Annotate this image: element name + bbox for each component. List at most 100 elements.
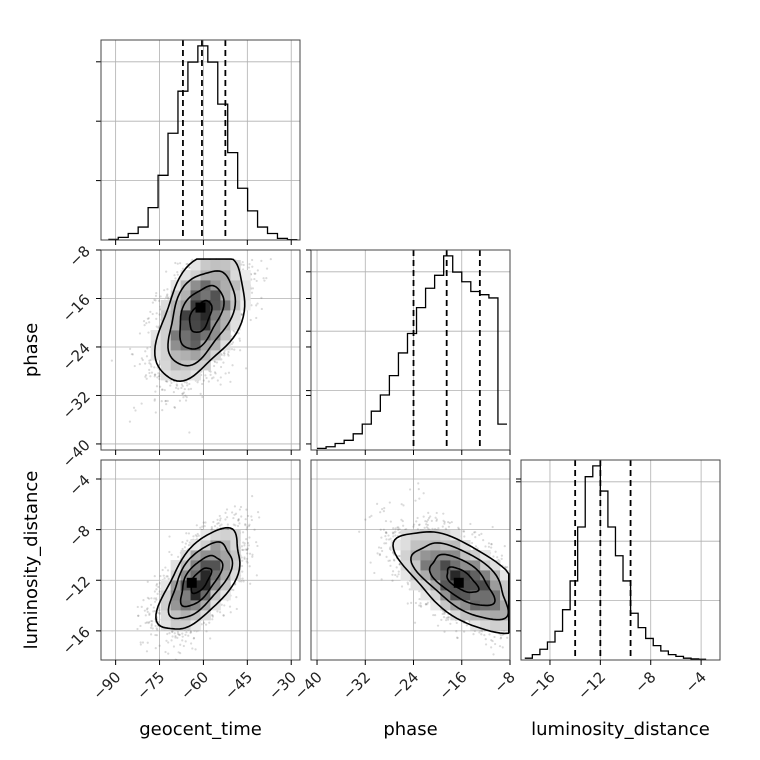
density-bin <box>170 370 181 381</box>
sample-point <box>146 610 149 613</box>
sample-point <box>202 379 205 382</box>
sample-point <box>211 615 214 618</box>
sample-point <box>139 624 142 628</box>
density-bin <box>170 350 181 361</box>
sample-point <box>269 258 272 261</box>
sample-point <box>258 516 261 519</box>
sample-point <box>158 377 161 381</box>
sample-point <box>146 596 149 599</box>
sample-point <box>243 542 246 545</box>
sample-point <box>224 372 227 375</box>
density-bin <box>150 350 162 361</box>
sample-point <box>155 312 158 315</box>
sample-point <box>233 513 236 516</box>
sample-point <box>150 619 153 623</box>
sample-point <box>199 526 202 529</box>
sample-point <box>219 376 222 379</box>
density-bin <box>210 310 221 321</box>
sample-point <box>248 552 252 555</box>
sample-point <box>149 310 152 313</box>
sample-point <box>166 293 169 296</box>
sample-point <box>155 588 158 591</box>
sample-point <box>187 266 191 269</box>
sample-point <box>218 519 222 522</box>
sample-point <box>241 531 245 534</box>
sample-point <box>158 590 161 593</box>
sample-point <box>151 620 154 623</box>
sample-point <box>227 350 230 354</box>
sample-point <box>238 337 241 340</box>
sample-point <box>173 632 176 635</box>
sample-point <box>237 332 240 335</box>
sample-point <box>244 518 247 521</box>
sample-point <box>260 259 263 262</box>
sample-point <box>220 603 223 606</box>
sample-point <box>255 316 258 320</box>
sample-point <box>235 607 238 611</box>
sample-point <box>150 365 153 368</box>
sample-point <box>130 353 133 356</box>
sample-point <box>147 331 150 334</box>
sample-point <box>186 539 189 542</box>
sample-point <box>144 614 147 617</box>
sample-point <box>179 652 182 655</box>
sample-point <box>253 528 256 531</box>
sample-point <box>155 584 158 587</box>
sample-point <box>163 388 166 392</box>
sample-point <box>145 650 149 653</box>
sample-point <box>189 387 193 391</box>
sample-point <box>144 374 148 377</box>
sample-point <box>170 553 173 556</box>
sample-point <box>255 541 258 544</box>
sample-point <box>255 574 258 577</box>
sample-point <box>148 620 151 624</box>
sample-point <box>196 381 199 384</box>
density-bin <box>170 360 181 371</box>
sample-point <box>181 392 184 395</box>
sample-point <box>210 377 214 380</box>
sample-point <box>238 508 242 511</box>
sample-point <box>242 541 245 544</box>
density-bin <box>190 370 201 381</box>
sample-point <box>223 354 226 357</box>
sample-point <box>134 667 136 669</box>
sample-point <box>226 353 230 356</box>
sample-point <box>152 606 155 609</box>
sample-point <box>166 399 169 403</box>
density-bin <box>230 260 241 271</box>
sample-point <box>140 402 143 405</box>
sample-point <box>171 630 174 633</box>
sample-point <box>202 621 206 625</box>
sample-point <box>195 535 199 538</box>
sample-point <box>247 524 251 528</box>
sample-point <box>174 386 178 389</box>
sample-point <box>214 372 217 375</box>
sample-point <box>166 569 170 572</box>
sample-point <box>148 612 151 615</box>
sample-point <box>244 524 247 527</box>
sample-point <box>151 301 154 304</box>
sample-point <box>182 644 185 648</box>
sample-point <box>263 279 266 282</box>
sample-point <box>195 538 199 541</box>
histogram-luminosity_distance <box>516 459 721 661</box>
density-bin <box>170 340 181 351</box>
sample-point <box>157 374 161 378</box>
sample-point <box>185 381 188 384</box>
sample-point <box>251 258 254 262</box>
sample-point <box>152 610 155 613</box>
sample-point <box>243 557 246 560</box>
sample-point <box>129 347 132 351</box>
sample-point <box>165 403 168 406</box>
sample-point <box>136 679 138 681</box>
sample-point <box>154 647 157 650</box>
sample-point <box>155 325 158 328</box>
panel-background <box>521 460 720 660</box>
sample-point <box>230 343 233 346</box>
sample-point <box>160 388 164 391</box>
sample-point <box>144 375 147 378</box>
sample-point <box>232 330 235 333</box>
sample-point <box>180 386 183 390</box>
sample-point <box>159 385 162 388</box>
sample-point <box>184 394 187 397</box>
